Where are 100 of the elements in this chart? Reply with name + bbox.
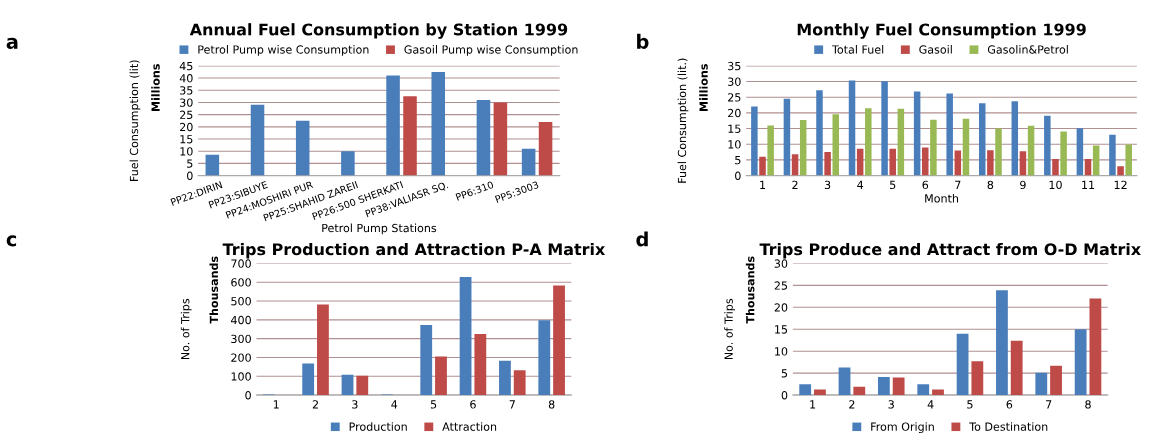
bar (205, 154, 220, 176)
bar (521, 148, 536, 176)
bar (476, 99, 491, 176)
y-tick-label: 15 (728, 124, 741, 133)
x-tick-label: 4 (857, 180, 864, 189)
x-tick-label: 11 (1082, 180, 1095, 189)
y-tick-label: 0 (781, 391, 788, 400)
y-tick-label: 0 (187, 171, 193, 180)
bar (995, 128, 1002, 176)
y-tick-label: 700 (231, 259, 251, 268)
bar (499, 360, 511, 396)
bar (1117, 166, 1124, 176)
x-tick-label: 5 (430, 400, 437, 409)
chart-title: Trips Produce and Attract from O-D Matrix (759, 242, 1141, 259)
bar (1125, 144, 1132, 176)
bar (759, 156, 766, 176)
bar (783, 98, 791, 176)
bar (956, 333, 969, 396)
y-tick-label: 35 (728, 61, 741, 71)
bar (824, 152, 831, 176)
x-tick-label: 7 (955, 180, 961, 189)
x-tick-label: 9 (1020, 180, 1026, 190)
bar (1019, 151, 1027, 176)
bar (341, 151, 355, 176)
text: a (6, 37, 18, 49)
bar (930, 119, 937, 176)
bar (1010, 340, 1023, 396)
bar (538, 320, 551, 396)
y-tick-label: 10 (180, 147, 193, 156)
chart-title: Monthly Fuel Consumption 1999 (797, 23, 1086, 39)
bar (814, 389, 826, 396)
bar (922, 147, 929, 176)
bar (553, 285, 565, 396)
x-tick-label: 12 (1114, 180, 1127, 189)
x-tick-label: 3 (824, 180, 831, 190)
x-tick-label: 7 (1046, 400, 1052, 409)
bar (493, 102, 508, 176)
legend-label: From Origin (871, 422, 934, 433)
bar (897, 108, 905, 176)
bar (816, 90, 823, 176)
x-tick-label: 6 (470, 400, 476, 409)
bar (848, 80, 856, 176)
x-tick-label: 8 (987, 180, 994, 190)
legend-label: To Destination (969, 422, 1048, 431)
y-tick-label: 20 (180, 122, 193, 132)
y-tick-label: 0 (245, 391, 251, 400)
y-tick-label: 20 (774, 303, 788, 312)
bar (295, 120, 310, 176)
bar (962, 118, 970, 176)
x-tick-label: 2 (792, 180, 798, 189)
bar (971, 361, 984, 396)
bar (1089, 298, 1102, 396)
chart-title: Annual Fuel Consumption by Station 1999 (189, 23, 568, 39)
bar (435, 356, 447, 396)
y-tick-label: 300 (231, 334, 251, 344)
y-tick-label: 25 (180, 110, 193, 120)
x-tick-label: 3 (888, 400, 894, 409)
y-tick-label: 5 (735, 156, 741, 165)
y-axis-title: No. of Trips (724, 298, 735, 360)
y-tick-label: 500 (231, 297, 251, 306)
y-tick-label: 0 (735, 171, 741, 180)
y-axis-title: Fuel Consumption (lit) (129, 60, 141, 181)
x-tick-label: 4 (391, 400, 398, 409)
x-tick-label: 1 (810, 400, 816, 409)
bar (1052, 158, 1059, 176)
y-tick-label: 30 (180, 98, 193, 107)
legend-label: Attraction (442, 422, 497, 431)
bar (799, 120, 807, 176)
bar (1044, 115, 1051, 176)
x-tick-label: 3 (352, 400, 358, 409)
y-axis-title: No. of Trips (180, 298, 192, 360)
bar (431, 71, 446, 176)
bar (877, 377, 890, 396)
y-tick-label: 30 (728, 77, 741, 86)
y-tick-label: 15 (775, 325, 788, 334)
text: Thousands (745, 256, 755, 324)
bar (865, 108, 872, 176)
bar (853, 386, 866, 396)
legend-label: Gasolin&Petrol (987, 45, 1068, 54)
bar (302, 363, 315, 396)
bar (946, 93, 953, 176)
bar (917, 384, 930, 396)
x-tick-label: 6 (922, 180, 929, 190)
y-tick-label: 10 (775, 347, 788, 356)
bar (1011, 101, 1019, 176)
legend-label: Total Fuel (831, 45, 884, 54)
x-tick-label: 5 (967, 400, 973, 409)
bar (317, 304, 329, 396)
y-tick-label: 45 (179, 61, 193, 71)
bar (978, 103, 986, 176)
bar (1074, 329, 1087, 396)
bar (1027, 125, 1035, 176)
bar (1109, 134, 1116, 176)
y-tick-label: 20 (728, 108, 741, 118)
text: Millions (151, 64, 160, 111)
x-tick-label: 2 (849, 400, 855, 409)
y-tick-label: 15 (180, 135, 193, 144)
legend-label: Gasoil Pump wise Consumption (404, 45, 578, 56)
y-tick-label: 35 (180, 86, 193, 95)
legend-label: Gasoil (919, 45, 952, 54)
